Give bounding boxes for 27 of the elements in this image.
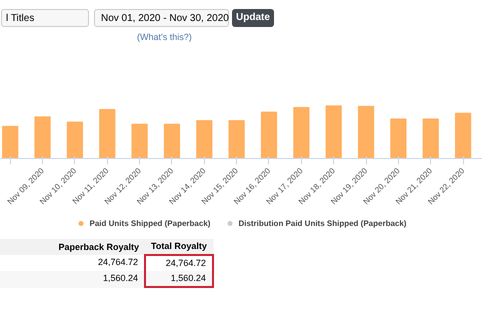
bar (422, 118, 439, 158)
bar (358, 106, 374, 158)
bar (164, 124, 180, 158)
text: Update (232, 9, 274, 27)
bar (454, 112, 472, 158)
text: Total Royalty (150, 240, 208, 253)
legend-label: Distribution Paid Units Shipped (Paperback) (238, 218, 406, 228)
bar (34, 116, 51, 158)
text: Paperback Royalty (57, 240, 140, 254)
bar (390, 118, 406, 158)
text: Nov 01, 2020 - Nov 30, 2020 (94, 9, 229, 27)
text: 1,560.24 (145, 270, 213, 287)
bar (228, 120, 245, 158)
bar (66, 122, 84, 158)
bar (326, 105, 342, 158)
bar (99, 109, 116, 158)
text: (What's this?) (137, 31, 192, 44)
bar (2, 126, 18, 158)
text: 24,764.72 (96, 256, 139, 270)
bar (132, 124, 148, 158)
text: 1,560.24 (102, 272, 139, 286)
legend-label: Paid Units Shipped (Paperback) (90, 218, 210, 228)
bar (260, 112, 278, 158)
text: l Titles (1, 9, 89, 27)
text: 24,764.72 (145, 254, 213, 271)
bar (196, 120, 212, 158)
bar (293, 106, 310, 158)
